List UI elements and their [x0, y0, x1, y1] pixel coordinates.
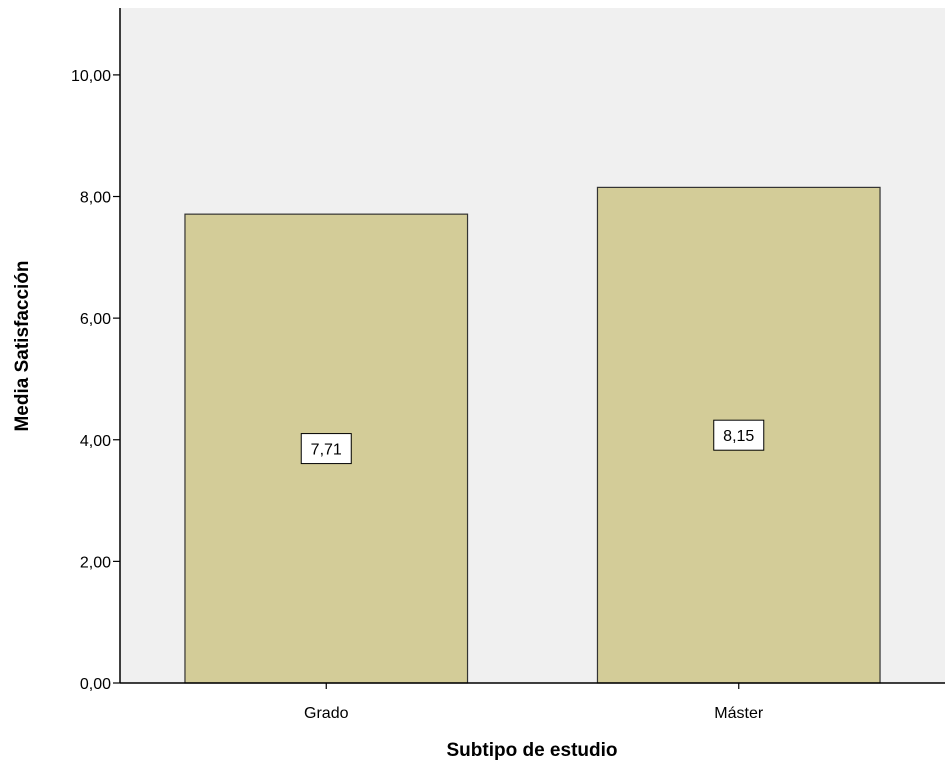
data-label: 8,15 — [723, 428, 754, 445]
y-tick-label: 10,00 — [71, 68, 111, 85]
x-tick-label: Grado — [304, 705, 349, 722]
x-axis-title: Subtipo de estudio — [447, 740, 618, 761]
data-label: 7,71 — [311, 442, 342, 459]
y-tick-label: 2,00 — [80, 554, 111, 571]
data-label-box — [300, 433, 352, 465]
y-tick-label: 6,00 — [80, 311, 111, 328]
x-tick-label: Máster — [714, 705, 764, 722]
y-tick-label: 4,00 — [80, 433, 111, 450]
y-axis-title: Media Satisfacción — [12, 260, 33, 431]
y-tick-label: 0,00 — [80, 676, 111, 693]
data-label-box — [713, 419, 765, 451]
y-tick-label: 8,00 — [80, 190, 111, 207]
